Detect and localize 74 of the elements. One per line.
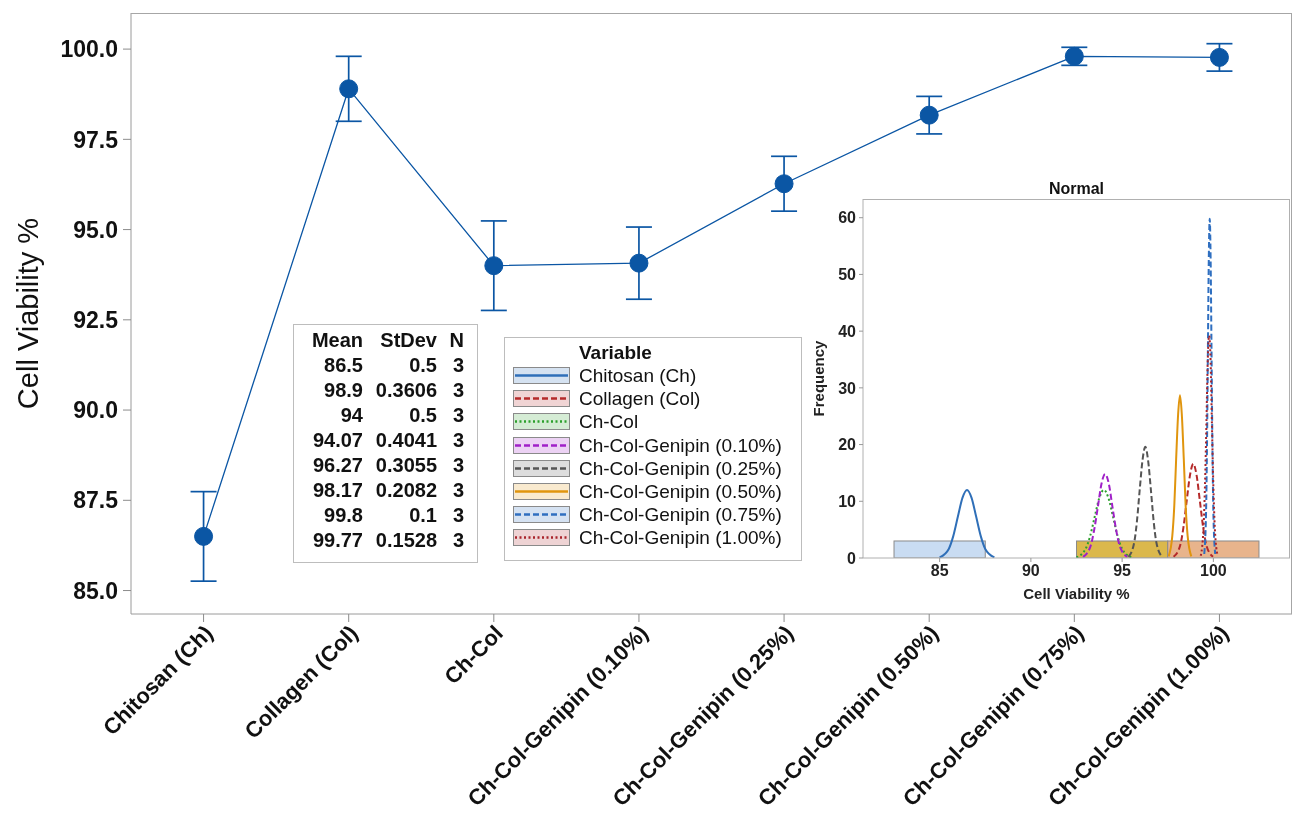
legend-label: Ch-Col-Genipin (0.10%) xyxy=(579,433,782,457)
y-tick-label: 40 xyxy=(838,322,857,340)
data-label: 0.3055 xyxy=(375,454,437,477)
y-tick-label: 0 xyxy=(847,549,857,567)
data-label: 0.1528 xyxy=(375,529,437,552)
line-series xyxy=(938,488,996,558)
data-label: 3 xyxy=(452,529,464,552)
data-label: 98.9 xyxy=(324,379,363,402)
point xyxy=(629,253,649,273)
legend-label: Ch-Col-Genipin (0.75%) xyxy=(579,503,782,527)
y-tick-label: 10 xyxy=(838,492,857,510)
legend-label: Chitosan (Ch) xyxy=(579,364,697,387)
legend-label: Ch-Col xyxy=(579,410,639,434)
data-label: 98.17 xyxy=(312,479,363,502)
data-label: 99.8 xyxy=(324,504,363,527)
y-tick-label: 85.0 xyxy=(73,577,118,604)
data-label: 86.5 xyxy=(324,354,363,377)
line-series xyxy=(1167,394,1193,558)
y-tick-label: 60 xyxy=(838,209,857,227)
y-tick-label: 90.0 xyxy=(73,397,118,424)
y-tick-label: 97.5 xyxy=(73,126,119,153)
y-tick-label: 30 xyxy=(838,379,857,397)
x-tick-label: 90 xyxy=(1021,562,1040,580)
chart-title: Normal xyxy=(1048,179,1105,197)
line-series xyxy=(1075,488,1133,558)
legend-label: Ch-Col-Genipin (1.00%) xyxy=(579,526,782,550)
x-tick-label: 100 xyxy=(1200,562,1227,580)
legend-label: Collagen (Col) xyxy=(579,387,701,411)
y-axis-title: Frequency xyxy=(809,339,827,417)
data-label: 0.5 xyxy=(409,354,437,377)
x-tick-label: 85 xyxy=(930,562,949,580)
point xyxy=(194,526,214,546)
y-tick-label: 92.5 xyxy=(73,306,119,333)
legend-label: Ch-Col-Genipin (0.50%) xyxy=(579,480,782,503)
data-label: 94.07 xyxy=(312,429,363,452)
point xyxy=(339,79,359,99)
data-label: 0.3606 xyxy=(375,379,437,402)
data-label: 99.77 xyxy=(312,529,363,552)
data-label: 96.27 xyxy=(312,454,363,477)
line-series xyxy=(1127,445,1164,558)
point xyxy=(484,256,504,276)
line-series xyxy=(1082,473,1129,558)
legend-label: Ch-Col-Genipin (0.25%) xyxy=(579,456,782,480)
y-axis-title: Cell Viability % xyxy=(12,217,44,410)
point xyxy=(774,174,794,194)
x-axis-title: Cell Viability % xyxy=(1023,584,1130,602)
data-label: 3 xyxy=(452,504,464,527)
point xyxy=(919,105,939,125)
category-label: StDev xyxy=(380,329,437,352)
data-label: 3 xyxy=(452,479,464,502)
data-label: 3 xyxy=(452,429,464,452)
data-label: 3 xyxy=(452,454,464,477)
category-label: Mean xyxy=(311,329,363,352)
point xyxy=(1064,46,1084,66)
x-tick-label: 95 xyxy=(1113,562,1132,580)
y-tick-label: 95.0 xyxy=(73,216,118,243)
data-label: 0.2082 xyxy=(375,479,437,502)
y-tick-label: 87.5 xyxy=(73,487,119,514)
point xyxy=(1209,47,1229,67)
line-series xyxy=(1203,217,1217,556)
data-label: 0.4041 xyxy=(375,429,437,452)
data-label: 3 xyxy=(452,404,464,427)
data-label: 0.1 xyxy=(409,504,437,527)
line-series xyxy=(1172,462,1214,558)
data-label: 0.5 xyxy=(409,404,437,427)
y-tick-label: 100.0 xyxy=(60,36,118,63)
data-label: 3 xyxy=(452,379,464,402)
data-label: 3 xyxy=(452,354,464,377)
category-label: N xyxy=(449,329,464,352)
legend-title: Variable xyxy=(579,342,652,363)
line-series xyxy=(1199,334,1219,557)
y-tick-label: 20 xyxy=(838,436,857,454)
data-label: 94 xyxy=(340,404,363,427)
y-tick-label: 50 xyxy=(838,266,857,284)
